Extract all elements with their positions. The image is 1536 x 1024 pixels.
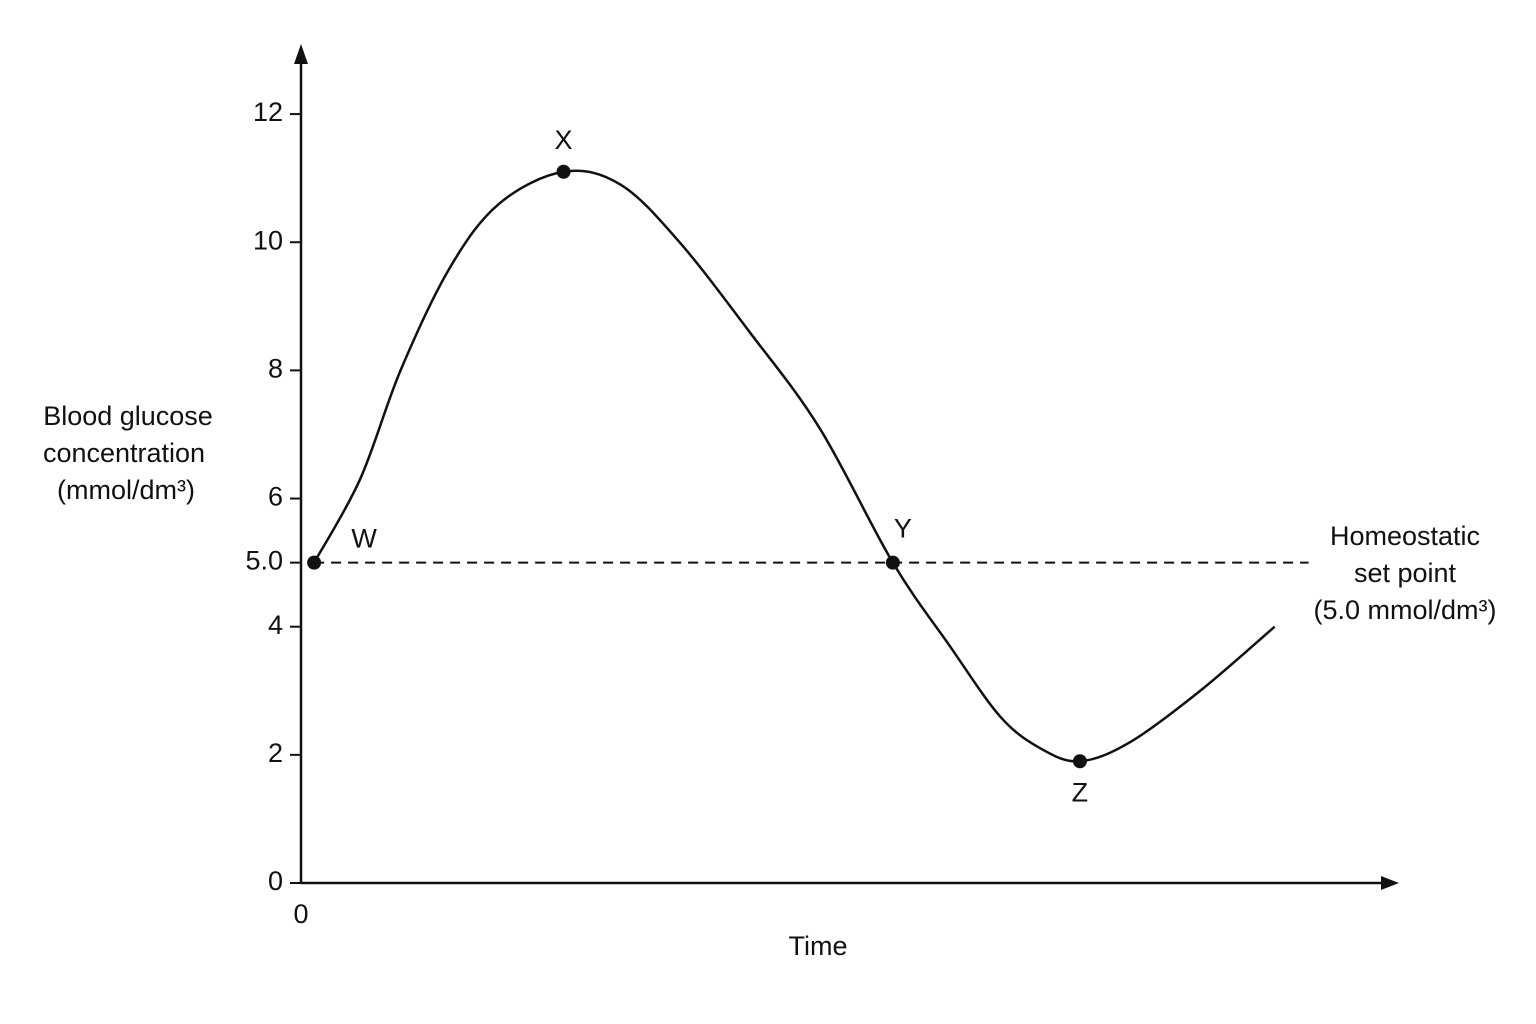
y-axis-arrow bbox=[294, 44, 308, 64]
y-tick-label: 0 bbox=[268, 866, 283, 896]
point-label: X bbox=[555, 125, 573, 155]
y-axis-label: Blood glucose bbox=[43, 401, 213, 431]
point bbox=[307, 555, 322, 570]
reference-label: set point bbox=[1354, 558, 1457, 588]
curve bbox=[313, 169, 1276, 763]
y-axis-label: (mmol/dm³) bbox=[57, 475, 195, 505]
reference-label: Homeostatic bbox=[1330, 521, 1480, 551]
reference-label: (5.0 mmol/dm³) bbox=[1313, 595, 1496, 625]
y-tick-label: 6 bbox=[268, 482, 283, 512]
y-tick-label: 12 bbox=[253, 97, 283, 127]
x-tick-label: 0 bbox=[293, 899, 308, 929]
point-label: Y bbox=[894, 514, 912, 544]
x-axis-label: Time bbox=[789, 931, 848, 961]
point-label: Z bbox=[1072, 777, 1089, 807]
point-label: W bbox=[351, 524, 377, 554]
y-tick-label: 2 bbox=[268, 738, 283, 768]
y-tick-label: 5.0 bbox=[245, 546, 283, 576]
y-tick-label: 4 bbox=[268, 610, 283, 640]
y-tick-label: 10 bbox=[253, 225, 283, 255]
point bbox=[885, 555, 900, 570]
point bbox=[1072, 754, 1087, 769]
point bbox=[556, 164, 571, 179]
y-tick-label: 8 bbox=[268, 354, 283, 384]
x-axis-arrow bbox=[1381, 876, 1399, 890]
y-axis-label: concentration bbox=[43, 438, 205, 468]
